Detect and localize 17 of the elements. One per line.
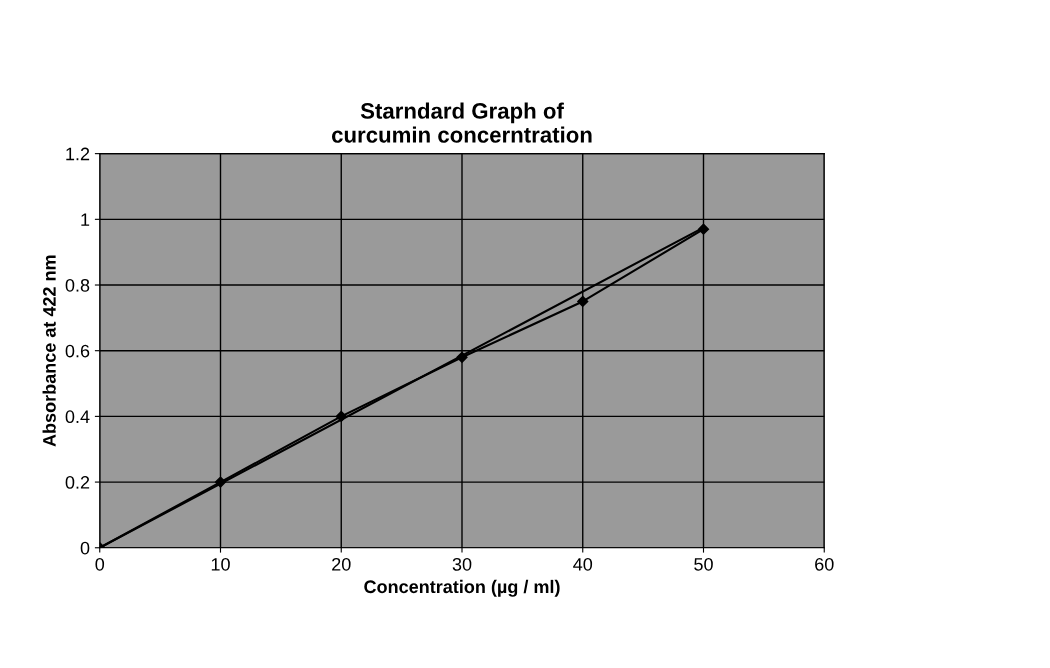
- y-tick-label: 1: [81, 213, 90, 226]
- y-tick-label: 0.6: [65, 344, 90, 358]
- y-tick-label: 0.4: [65, 410, 90, 424]
- x-tick-label: 40: [573, 557, 593, 571]
- x-tick-label: 60: [815, 557, 834, 571]
- y-tick-label: 0.8: [65, 278, 90, 292]
- x-tick-label: 30: [452, 557, 472, 571]
- y-axis-title: Absorbance at 422 nm: [42, 255, 56, 447]
- y-tick-label: 0: [80, 541, 90, 555]
- x-tick-label: 10: [211, 557, 230, 571]
- chart-title: Starndard Graph of curcumin concerntration: [331, 102, 592, 143]
- y-tick-label: 1.2: [66, 147, 90, 161]
- x-tick-label: 20: [332, 557, 351, 571]
- x-tick-label: 0: [95, 557, 105, 571]
- x-axis-title: Concentration (µg / ml): [364, 579, 560, 597]
- y-tick-label: 0.2: [65, 476, 90, 489]
- x-tick-label: 50: [694, 557, 713, 571]
